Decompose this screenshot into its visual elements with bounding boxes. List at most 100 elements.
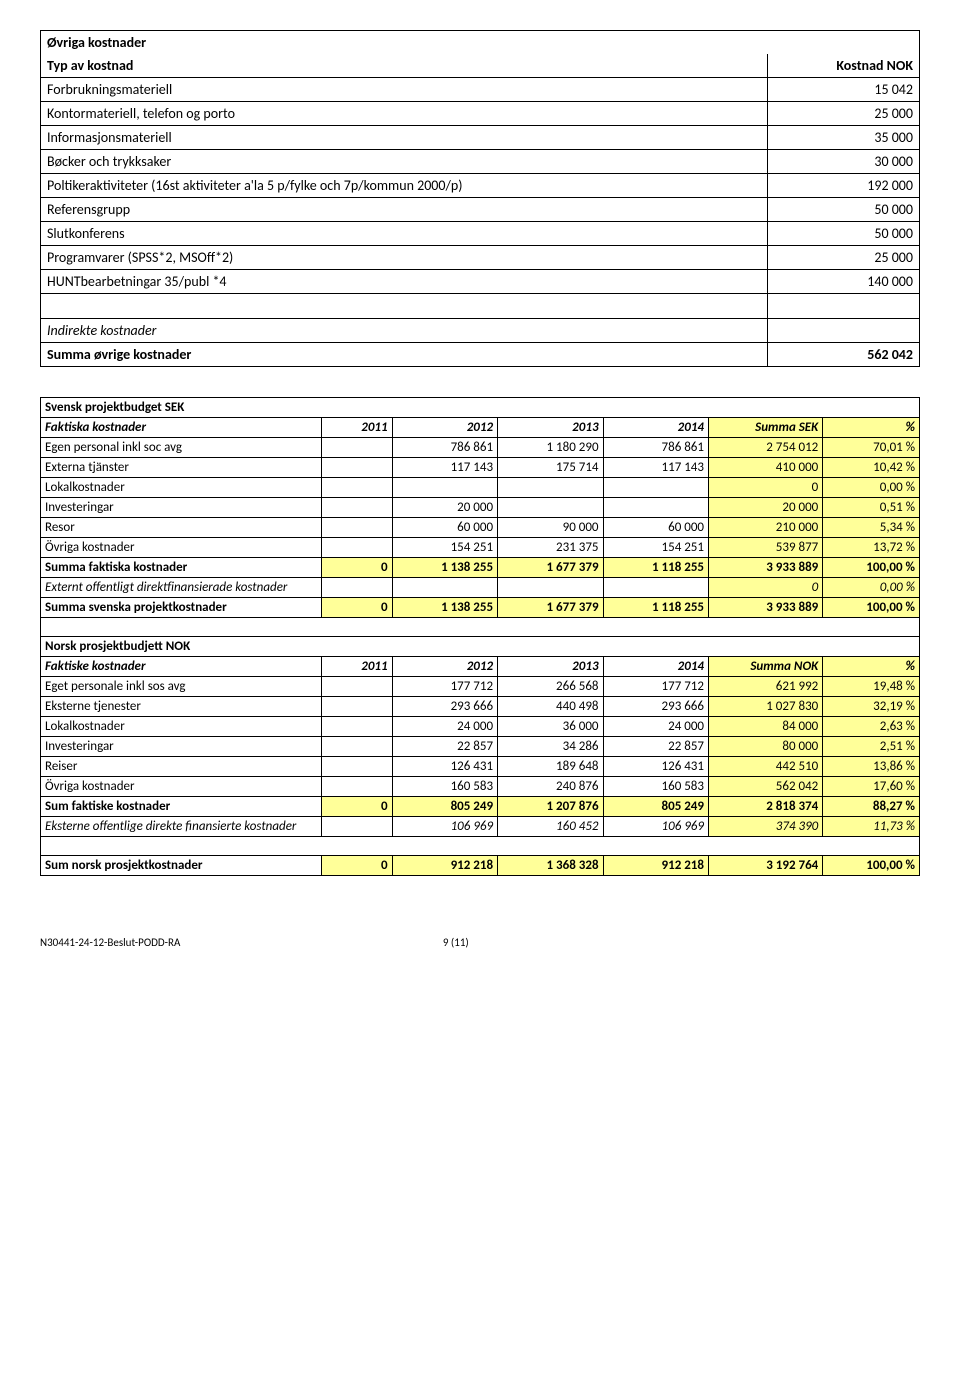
row-value: 100,00 % [823,598,920,618]
row-label: Sum faktiske kostnader [41,797,322,817]
row-value [322,777,392,797]
row-value: 88,27 % [823,797,920,817]
row-value: 13,86 % [823,757,920,777]
row-label: Investeringar [41,737,322,757]
row-value: 80 000 [709,737,823,757]
row-value: 786 861 [392,438,497,458]
col-header: 2012 [392,418,497,438]
row-value: 106 969 [392,817,497,837]
row-value: 90 000 [498,518,603,538]
row-value: 100,00 % [823,558,920,578]
row-value [322,737,392,757]
row-value: 293 666 [603,697,708,717]
row-value: 440 498 [498,697,603,717]
row-value: 20 000 [392,498,497,518]
table1-row-label: Programvarer (SPSS*2, MSOff*2) [41,246,768,270]
row-value: 2 818 374 [709,797,823,817]
table1-row-value: 25 000 [767,246,919,270]
row-value: 2,63 % [823,717,920,737]
row-value: 240 876 [498,777,603,797]
row-value: 1 677 379 [498,598,603,618]
row-value: 24 000 [603,717,708,737]
row-value: 126 431 [603,757,708,777]
row-label: Summa svenska projektkostnader [41,598,322,618]
row-value: 20 000 [709,498,823,518]
row-value: 60 000 [392,518,497,538]
row-value: 117 143 [603,458,708,478]
row-value: 160 583 [603,777,708,797]
row-value [322,518,392,538]
row-value: 410 000 [709,458,823,478]
table1-row-label: Kontormateriell, telefon og porto [41,102,768,126]
table1-row-label: Bøcker och trykksaker [41,150,768,174]
row-value [322,498,392,518]
table1-row-value: 50 000 [767,198,919,222]
row-value: 786 861 [603,438,708,458]
row-value [322,717,392,737]
row-value: 805 249 [392,797,497,817]
row-value: 0 [709,478,823,498]
row-label: Investeringar [41,498,322,518]
row-value: 10,42 % [823,458,920,478]
row-value: 1 138 255 [392,598,497,618]
table1-row-label: HUNTbearbetningar 35/publ *4 [41,270,768,294]
footer-page: 9 (11) [443,936,469,949]
row-value: 0 [709,578,823,598]
row-value: 106 969 [603,817,708,837]
col-header: Faktiska kostnader [41,418,322,438]
table1-row-value: 140 000 [767,270,919,294]
row-value: 293 666 [392,697,497,717]
table1-sum-label: Summa øvrige kostnader [41,343,768,367]
row-value: 210 000 [709,518,823,538]
table1-row-value: 192 000 [767,174,919,198]
row-label: Resor [41,518,322,538]
row-label: Reiser [41,757,322,777]
row-value [603,498,708,518]
row-value: 562 042 [709,777,823,797]
col-header: 2013 [498,418,603,438]
table1-row-label: Referensgrupp [41,198,768,222]
table1-row-value: 30 000 [767,150,919,174]
row-value: 5,34 % [823,518,920,538]
row-value [322,817,392,837]
row-value: 84 000 [709,717,823,737]
row-value: 805 249 [603,797,708,817]
row-value: 2,51 % [823,737,920,757]
row-value: 160 452 [498,817,603,837]
row-value: 22 857 [603,737,708,757]
table1-row-label: Forbrukningsmateriell [41,78,768,102]
row-value [322,757,392,777]
table1-sum-value: 562 042 [767,343,919,367]
col-header: 2011 [322,418,392,438]
final-value: 0 [322,856,392,876]
row-value: 117 143 [392,458,497,478]
indirect-label: Indirekte kostnader [41,319,768,343]
col-header: 2014 [603,418,708,438]
nok-title: Norsk prosjektbudjett NOK [41,637,920,657]
row-value [392,578,497,598]
row-label: Egen personal inkl soc avg [41,438,322,458]
row-value: 24 000 [392,717,497,737]
table1-row-value: 35 000 [767,126,919,150]
row-label: Externt offentligt direktfinansierade ko… [41,578,322,598]
row-value: 1 027 830 [709,697,823,717]
row-value: 0 [322,558,392,578]
row-value: 189 648 [498,757,603,777]
row-value: 0,00 % [823,478,920,498]
row-value: 1 180 290 [498,438,603,458]
row-value: 1 138 255 [392,558,497,578]
row-value: 19,48 % [823,677,920,697]
row-value: 266 568 [498,677,603,697]
row-value [392,478,497,498]
final-value: 912 218 [603,856,708,876]
row-value: 3 933 889 [709,558,823,578]
row-value: 126 431 [392,757,497,777]
row-value: 0,00 % [823,578,920,598]
row-value: 154 251 [603,538,708,558]
col-header: Summa NOK [709,657,823,677]
final-value: 912 218 [392,856,497,876]
final-value: 1 368 328 [498,856,603,876]
row-label: Lokalkostnader [41,717,322,737]
row-value [498,498,603,518]
row-value: 177 712 [603,677,708,697]
